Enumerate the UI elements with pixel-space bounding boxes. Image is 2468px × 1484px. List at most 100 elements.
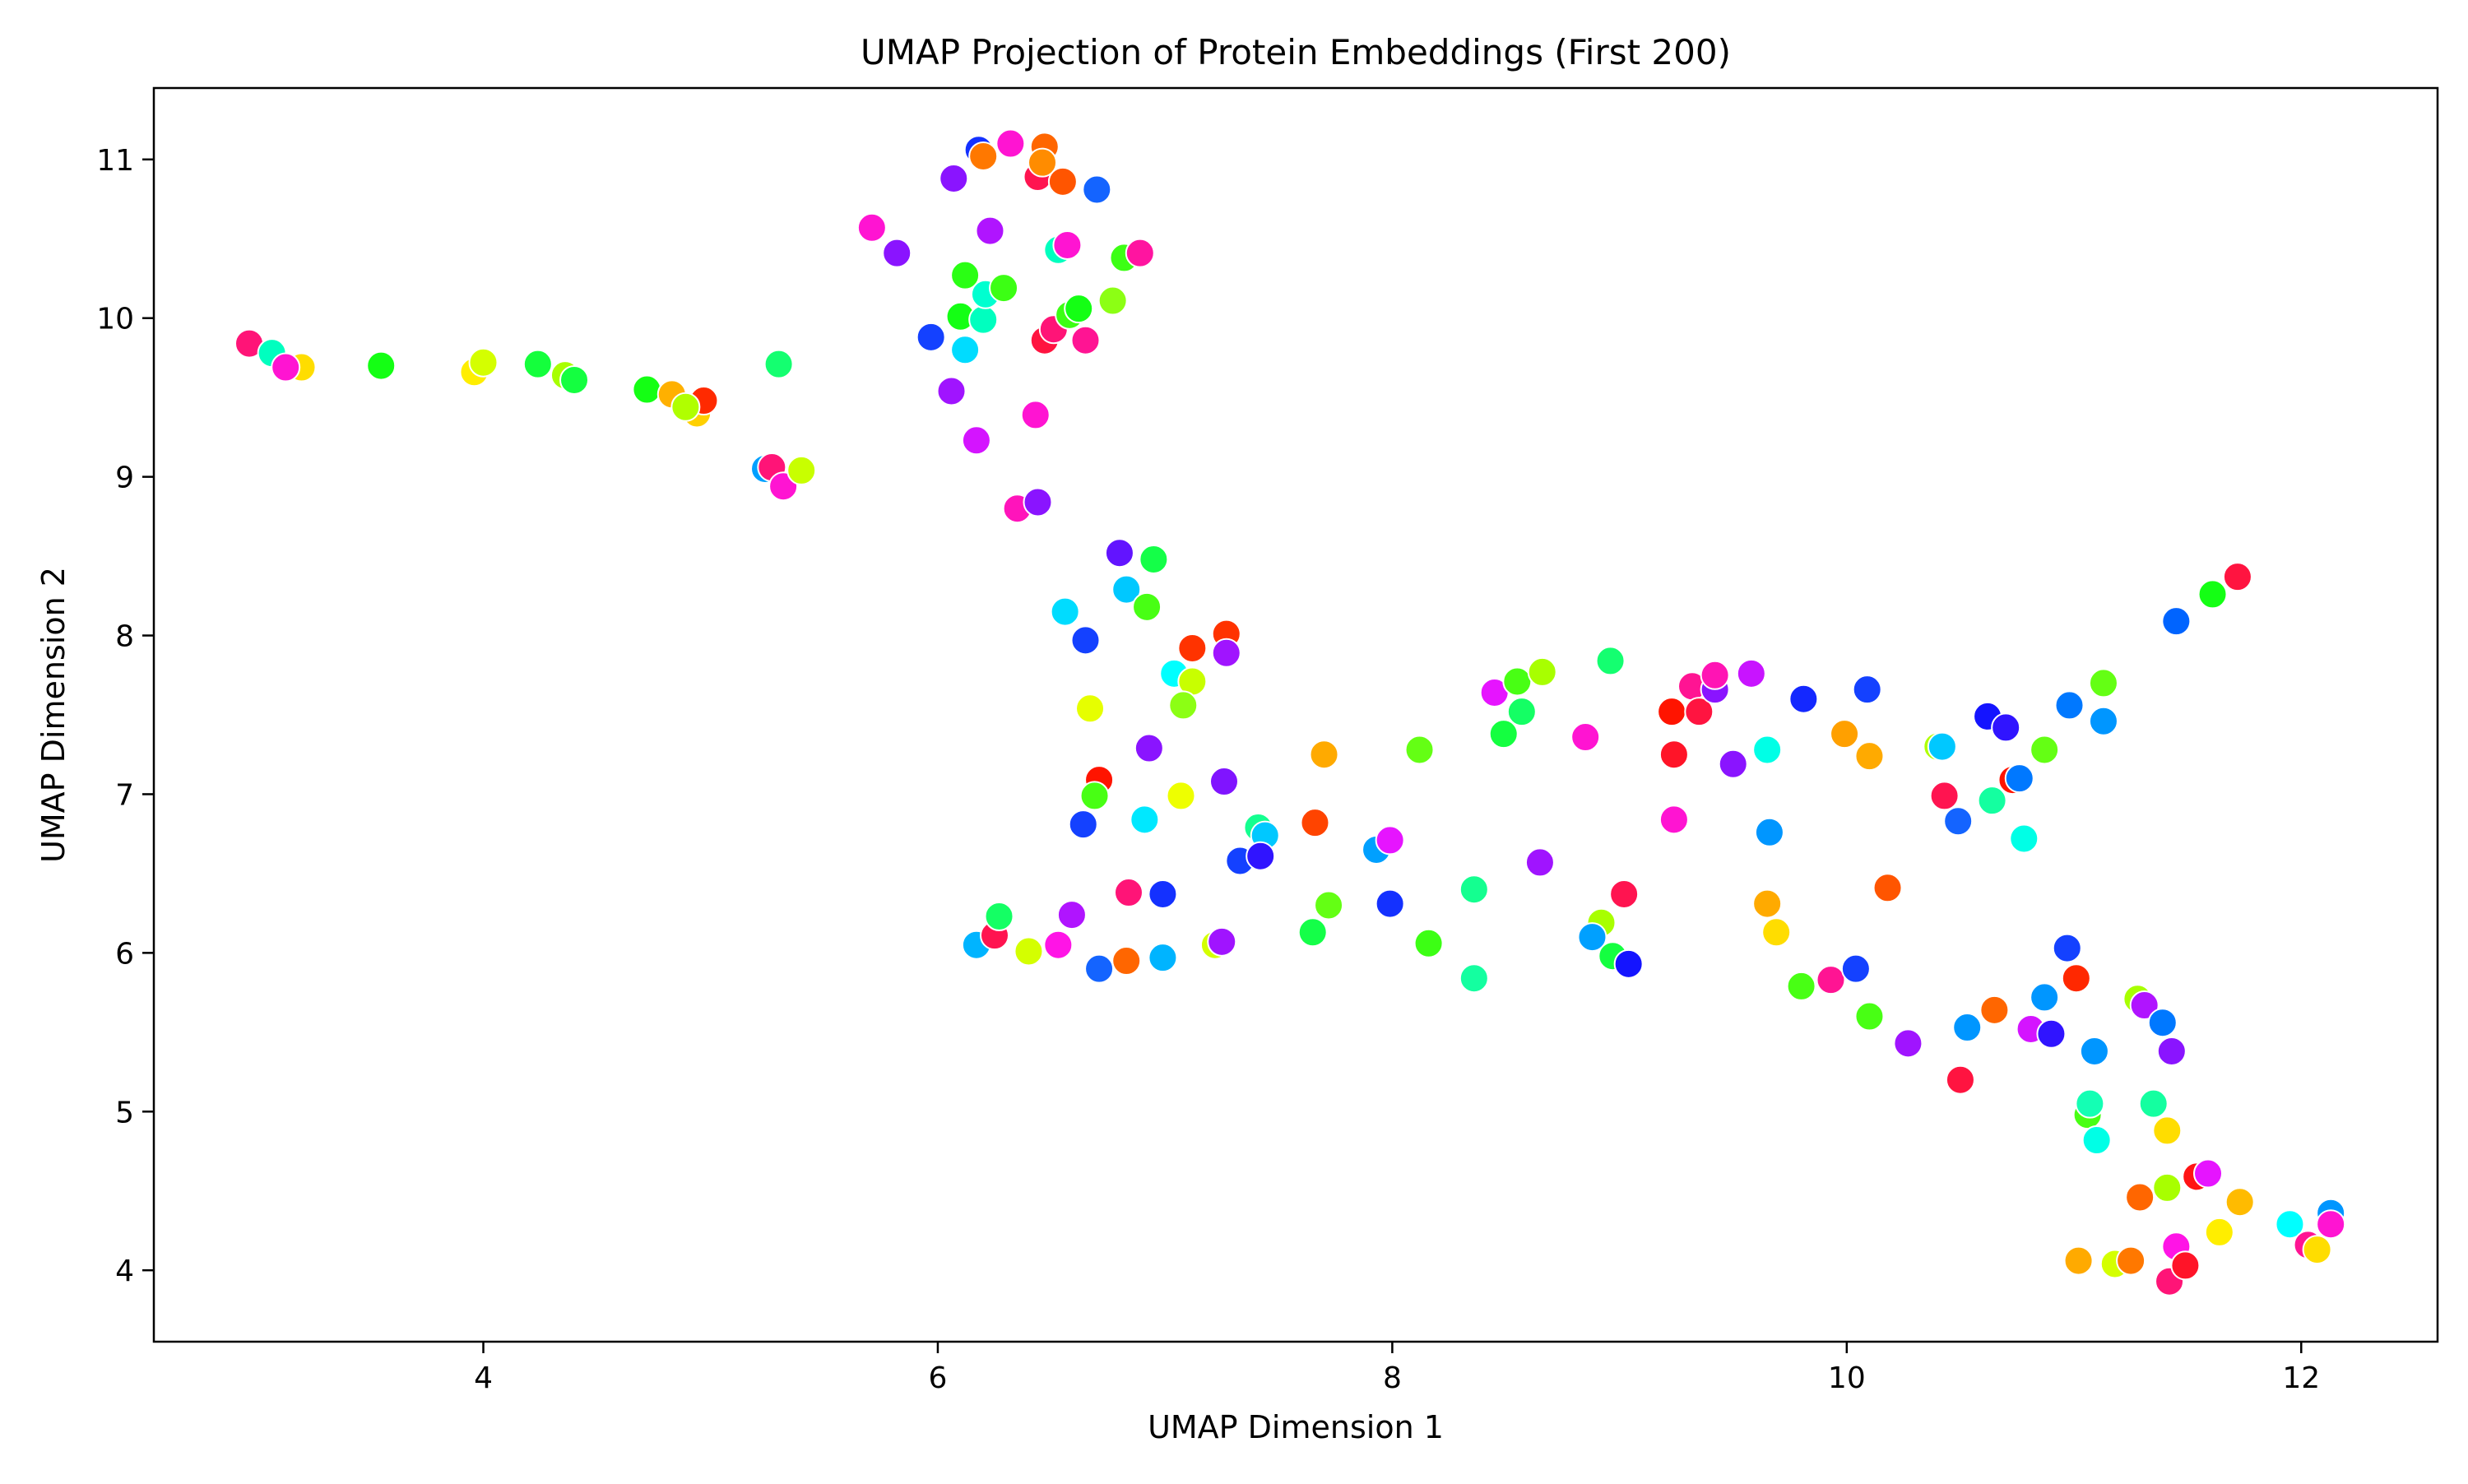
scatter-point	[1375, 825, 1405, 856]
y-tick-label: 8	[115, 620, 134, 654]
scatter-point	[2193, 1158, 2224, 1189]
scatter-point	[763, 349, 794, 379]
y-tick-label: 10	[96, 303, 134, 336]
scatter-point	[1111, 574, 1142, 605]
scatter-point	[1929, 781, 1960, 811]
scatter-point	[1609, 879, 1640, 909]
scatter-point	[2156, 1036, 2187, 1066]
scatter-point	[670, 392, 701, 422]
y-axis-label: UMAP Dimension 2	[35, 567, 72, 863]
scatter-point	[2152, 1115, 2183, 1146]
scatter-point	[975, 216, 1005, 246]
x-tick-label: 12	[2282, 1361, 2320, 1395]
scatter-point	[2316, 1209, 2346, 1240]
scatter-point	[1840, 953, 1871, 984]
x-tick-label: 8	[1383, 1361, 1402, 1395]
scatter-point	[2125, 1182, 2155, 1213]
scatter-point	[1979, 995, 2010, 1025]
scatter-point	[1684, 697, 1714, 727]
scatter-point	[1132, 591, 1162, 622]
scatter-point	[984, 901, 1014, 931]
scatter-point	[1211, 638, 1241, 668]
scatter-point	[1084, 953, 1115, 984]
scatter-point	[1854, 741, 1885, 772]
scatter-point	[1852, 675, 1882, 705]
scatter-point	[1207, 926, 1237, 957]
scatter-point	[1070, 625, 1101, 656]
scatter-point	[1134, 733, 1164, 763]
scatter-point	[1020, 400, 1051, 430]
scatter-point	[1148, 879, 1178, 909]
scatter-point	[1125, 238, 1155, 268]
scatter-point	[2222, 562, 2252, 592]
y-tick-label: 4	[115, 1254, 134, 1288]
y-tick-label: 6	[115, 937, 134, 971]
scatter-point	[2009, 823, 2039, 854]
scatter-point	[1113, 878, 1144, 908]
scatter-point	[1148, 943, 1178, 973]
scatter-point	[2197, 579, 2228, 610]
scatter-point	[1297, 917, 1328, 948]
scatter-point	[939, 163, 969, 193]
scatter-point	[522, 349, 553, 379]
scatter-point	[271, 352, 301, 383]
scatter-point	[2030, 735, 2060, 765]
scatter-point	[995, 128, 1026, 159]
scatter-point	[1104, 538, 1134, 568]
scatter-point	[1977, 786, 2007, 816]
scatter-point	[1613, 948, 1644, 979]
scatter-point	[1413, 928, 1444, 958]
y-tick-label: 9	[115, 461, 134, 495]
y-tick-label: 11	[96, 144, 134, 178]
scatter-point	[1246, 841, 1276, 871]
scatter-point	[1050, 596, 1080, 627]
scatter-point	[1052, 230, 1083, 260]
scatter-point	[1097, 285, 1128, 316]
scatter-point	[468, 347, 499, 378]
scatter-point	[2170, 1250, 2201, 1281]
scatter-point	[1754, 817, 1784, 847]
scatter-point	[2052, 933, 2082, 963]
scatter-point	[2030, 982, 2060, 1013]
scatter-point	[989, 273, 1019, 304]
scatter-point	[2088, 668, 2118, 698]
scatter-point	[1314, 890, 1344, 921]
y-tick-label: 7	[115, 778, 134, 812]
scatter-point	[1752, 888, 1783, 919]
scatter-point	[936, 376, 967, 406]
points-layer	[234, 128, 2346, 1296]
scatter-point	[1718, 749, 1748, 779]
x-tick-label: 10	[1828, 1361, 1866, 1395]
scatter-point	[2075, 1088, 2105, 1119]
scatter-point	[2224, 1187, 2255, 1217]
scatter-point	[1208, 767, 1239, 797]
scatter-point	[2063, 1245, 2094, 1276]
scatter-point	[1570, 722, 1601, 753]
scatter-point	[1506, 697, 1537, 727]
scatter-point	[1023, 487, 1053, 517]
scatter-point	[1075, 693, 1106, 724]
scatter-point	[2061, 963, 2091, 994]
scatter-point	[1068, 809, 1098, 840]
scatter-point	[2161, 606, 2192, 637]
scatter-point	[1459, 874, 1489, 905]
scatter-point	[1309, 740, 1339, 770]
scatter-point	[1488, 719, 1519, 749]
scatter-point	[2088, 706, 2118, 736]
scatter-point	[1043, 930, 1074, 960]
scatter-point	[1872, 873, 1903, 903]
scatter-point	[632, 374, 662, 405]
x-tick-label: 6	[929, 1361, 948, 1395]
scatter-point	[1130, 805, 1160, 835]
scatter-point	[1524, 847, 1555, 878]
scatter-point	[2147, 1008, 2178, 1038]
scatter-point	[1047, 166, 1078, 197]
scatter-point	[1177, 633, 1208, 663]
scatter-point	[856, 212, 887, 243]
scatter-point	[1816, 965, 1846, 995]
scatter-point	[968, 304, 999, 335]
scatter-point	[786, 455, 817, 485]
